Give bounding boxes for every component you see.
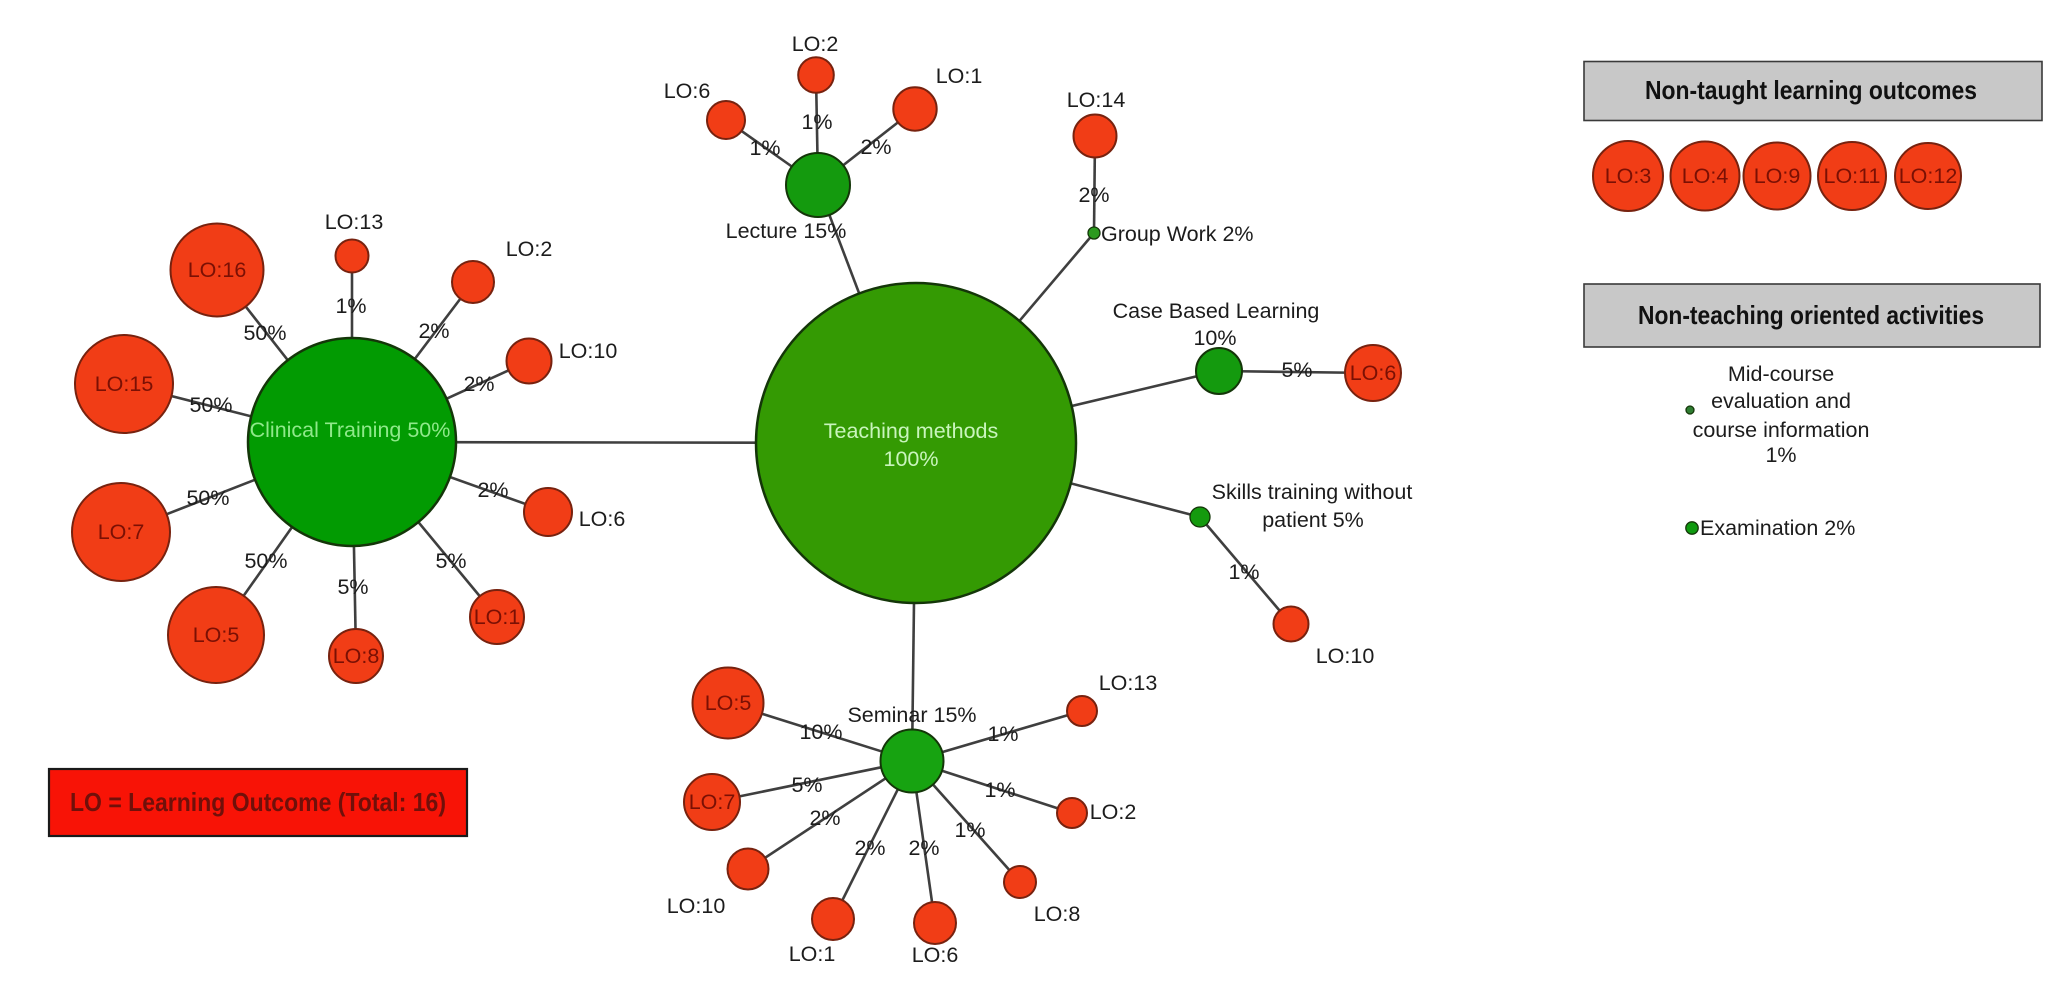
svg-text:2%: 2% [860, 135, 891, 159]
svg-text:LO:11: LO:11 [1824, 164, 1881, 188]
svg-text:LO:13: LO:13 [1099, 671, 1158, 695]
svg-text:LO:6: LO:6 [1350, 361, 1397, 385]
svg-text:Non-teaching oriented activiti: Non-teaching oriented activities [1638, 300, 1984, 330]
svg-text:Lecture 15%: Lecture 15% [726, 219, 847, 243]
svg-text:2%: 2% [908, 836, 939, 860]
svg-text:2%: 2% [809, 806, 840, 830]
svg-text:LO:7: LO:7 [689, 790, 736, 814]
svg-text:LO:10: LO:10 [559, 339, 618, 363]
svg-text:2%: 2% [854, 836, 885, 860]
svg-text:LO:9: LO:9 [1754, 164, 1801, 188]
svg-text:1%: 1% [984, 778, 1015, 802]
svg-text:LO:6: LO:6 [912, 943, 959, 967]
svg-text:Clinical Training 50%: Clinical Training 50% [250, 418, 451, 442]
svg-text:Group Work 2%: Group Work 2% [1101, 222, 1254, 246]
svg-text:LO:8: LO:8 [333, 644, 380, 668]
svg-text:course information: course information [1693, 418, 1870, 442]
svg-text:LO:1: LO:1 [474, 605, 521, 629]
svg-text:2%: 2% [463, 372, 494, 396]
svg-text:LO:13: LO:13 [325, 210, 384, 234]
svg-text:LO:7: LO:7 [98, 520, 145, 544]
svg-text:LO:2: LO:2 [792, 32, 839, 56]
svg-text:10%: 10% [799, 720, 842, 744]
svg-text:LO:6: LO:6 [664, 79, 711, 103]
svg-text:50%: 50% [186, 486, 229, 510]
svg-text:Non-taught learning outcomes: Non-taught learning outcomes [1645, 75, 1977, 105]
svg-text:LO:16: LO:16 [188, 258, 247, 282]
svg-text:LO:12: LO:12 [1899, 164, 1958, 188]
svg-text:LO:2: LO:2 [1090, 800, 1137, 824]
svg-text:5%: 5% [1281, 358, 1312, 382]
svg-text:1%: 1% [335, 294, 366, 318]
svg-text:Skills training without: Skills training without [1212, 480, 1413, 504]
svg-text:50%: 50% [243, 321, 286, 345]
svg-text:LO:8: LO:8 [1034, 902, 1081, 926]
svg-text:LO:10: LO:10 [1316, 644, 1375, 668]
svg-text:100%: 100% [884, 447, 939, 471]
svg-text:50%: 50% [189, 393, 232, 417]
svg-text:LO:4: LO:4 [1682, 164, 1729, 188]
svg-text:1%: 1% [1765, 443, 1796, 467]
svg-text:Case Based Learning: Case Based Learning [1113, 299, 1320, 323]
svg-text:Teaching methods: Teaching methods [824, 419, 999, 443]
svg-text:LO:10: LO:10 [667, 894, 726, 918]
svg-text:1%: 1% [954, 818, 985, 842]
svg-text:LO:3: LO:3 [1605, 164, 1652, 188]
svg-text:LO = Learning Outcome (Total:: LO = Learning Outcome (Total: 16) [70, 787, 446, 817]
svg-text:50%: 50% [244, 549, 287, 573]
svg-text:1%: 1% [801, 110, 832, 134]
svg-text:2%: 2% [1078, 183, 1109, 207]
svg-text:LO:14: LO:14 [1067, 88, 1126, 112]
svg-text:LO:5: LO:5 [193, 623, 240, 647]
svg-text:LO:1: LO:1 [789, 942, 836, 966]
svg-text:evaluation and: evaluation and [1711, 389, 1851, 413]
svg-text:10%: 10% [1193, 326, 1236, 350]
svg-text:Examination 2%: Examination 2% [1700, 516, 1855, 540]
svg-text:1%: 1% [1228, 560, 1259, 584]
svg-text:5%: 5% [435, 549, 466, 573]
svg-text:2%: 2% [418, 319, 449, 343]
svg-text:LO:1: LO:1 [936, 64, 983, 88]
svg-text:LO:2: LO:2 [506, 237, 553, 261]
svg-text:2%: 2% [477, 478, 508, 502]
svg-text:Mid-course: Mid-course [1728, 362, 1834, 386]
svg-text:1%: 1% [749, 136, 780, 160]
svg-text:5%: 5% [791, 773, 822, 797]
svg-text:LO:5: LO:5 [705, 691, 752, 715]
svg-text:LO:6: LO:6 [579, 507, 626, 531]
svg-text:Seminar 15%: Seminar 15% [847, 703, 976, 727]
svg-text:1%: 1% [987, 722, 1018, 746]
svg-text:LO:15: LO:15 [95, 372, 154, 396]
svg-text:patient 5%: patient 5% [1262, 508, 1364, 532]
svg-text:5%: 5% [337, 575, 368, 599]
